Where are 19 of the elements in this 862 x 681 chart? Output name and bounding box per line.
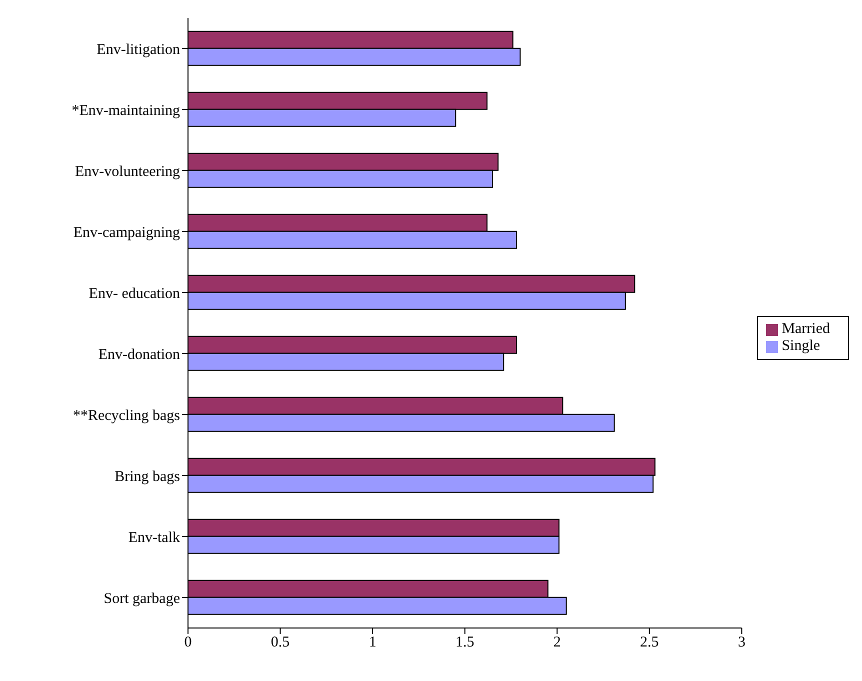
x-tick-label: 2 [553, 634, 561, 651]
y-tick-label: Env-litigation [96, 42, 180, 58]
y-tick-label: Bring bags [114, 468, 180, 485]
y-tick-label: Env-volunteering [75, 164, 180, 180]
x-tick-label: 2.5 [640, 634, 659, 651]
x-tick-label: 3 [738, 634, 746, 651]
x-tick-label: 0 [184, 634, 192, 651]
legend-label: Married [782, 321, 830, 337]
y-tick-label: Env-talk [128, 530, 180, 546]
y-tick-label: Env-campaigning [73, 224, 180, 241]
y-tick-label: Env-donation [98, 346, 180, 363]
x-tick-label: 0.5 [270, 634, 290, 651]
legend-label: Single [782, 338, 820, 354]
y-tick-label: Sort garbage [104, 590, 180, 607]
x-tick-label: 1.5 [455, 634, 474, 651]
y-tick-label: Env- education [88, 286, 180, 302]
x-tick-label: 1 [368, 634, 376, 651]
y-tick-label: *Env-maintaining [72, 102, 180, 119]
y-tick-label: **Recycling bags [72, 408, 180, 424]
